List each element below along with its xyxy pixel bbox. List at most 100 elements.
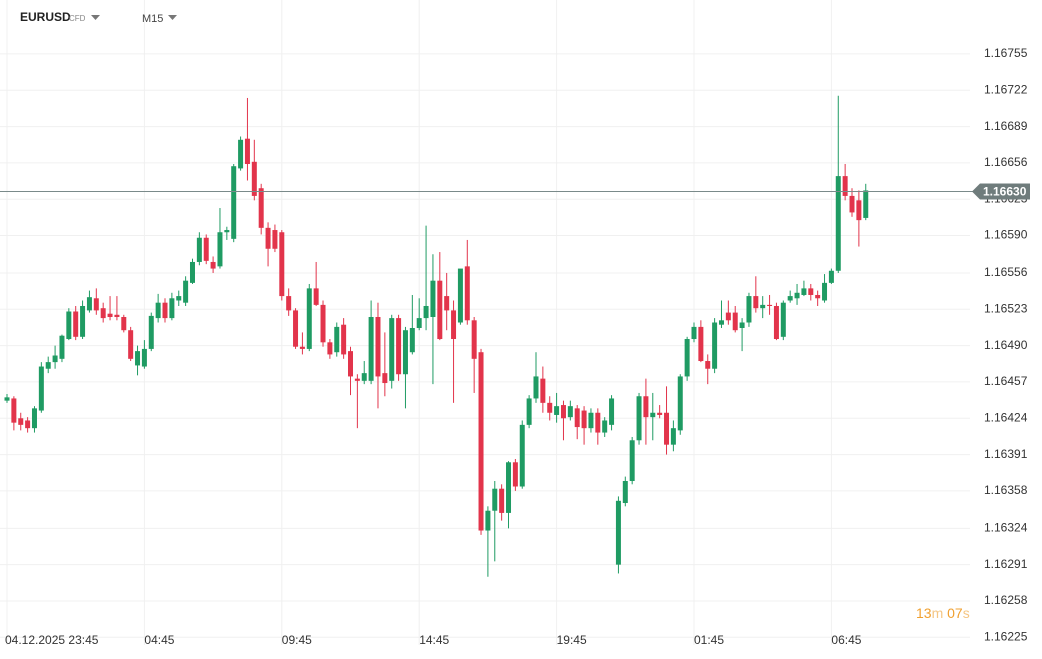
candle-body (231, 166, 237, 239)
candle-body (437, 280, 443, 340)
candle-body (334, 326, 340, 353)
y-tick-label: 1.16358 (984, 483, 1028, 497)
candle-body (485, 510, 491, 531)
countdown-unit: s (963, 605, 970, 621)
y-tick-label: 1.16490 (984, 338, 1028, 352)
candle-body (327, 342, 333, 355)
candle-body (725, 312, 731, 321)
candle-body (183, 280, 189, 303)
candle-body (773, 305, 779, 340)
candle-body (595, 412, 601, 433)
candle-body (368, 316, 374, 381)
candle-body (31, 408, 37, 429)
candle-body (210, 261, 216, 269)
candle-body (643, 396, 649, 418)
candle-body (93, 298, 99, 311)
candle-body (512, 462, 518, 487)
candle-body (506, 462, 512, 513)
candle-body (615, 500, 621, 565)
instrument-type: CFD (69, 14, 86, 23)
candle-body (636, 396, 642, 441)
y-tick-label: 1.16523 (984, 301, 1028, 315)
timeframe-dropdown[interactable] (168, 15, 177, 20)
candle-body (822, 282, 828, 301)
countdown-unit: m (932, 605, 948, 621)
candle-body (767, 304, 773, 306)
candle-body (162, 302, 168, 319)
candle-body (141, 348, 147, 367)
candle-body (478, 352, 484, 531)
candles (4, 95, 869, 577)
candle-body (609, 398, 615, 425)
candle-body (856, 200, 862, 221)
candle-body (451, 310, 457, 340)
candle-body (567, 406, 573, 418)
y-tick-label: 1.16424 (984, 410, 1028, 424)
candle-body (808, 288, 814, 295)
candle-body (348, 351, 353, 377)
countdown-digits: 13 (916, 605, 932, 621)
candle-body (499, 488, 505, 513)
symbol-dropdown[interactable] (91, 15, 100, 20)
candle-body (361, 373, 367, 381)
candle-body (196, 237, 202, 262)
candle-body (375, 316, 381, 377)
candle-body (519, 424, 525, 487)
candle-body (554, 406, 560, 415)
candle-body (780, 302, 786, 337)
candle-body (45, 362, 51, 369)
candle-body (52, 355, 58, 363)
timeframe[interactable]: M15 (142, 13, 163, 25)
candle-body (121, 316, 127, 331)
candle-body (471, 320, 477, 359)
x-tick-label: 09:45 (282, 633, 312, 647)
candle-body (258, 188, 264, 228)
candle-body (760, 304, 766, 309)
candle-body (176, 296, 182, 301)
symbol[interactable]: EURUSD (20, 10, 71, 24)
candle-body (244, 138, 250, 165)
candle-body (100, 308, 106, 319)
candle-body (299, 346, 305, 349)
y-tick-label: 1.16689 (984, 119, 1028, 133)
candle-body (705, 361, 711, 369)
y-tick-label: 1.16225 (984, 629, 1028, 643)
candle-body (155, 302, 161, 319)
candle-body (533, 376, 539, 399)
candle-body (402, 330, 408, 375)
candle-body (457, 268, 463, 323)
candle-body (842, 176, 848, 196)
candle-body (560, 405, 566, 419)
last-price-tag (972, 183, 1030, 200)
candle-body (80, 305, 86, 337)
candle-body (203, 237, 209, 261)
candle-body (382, 373, 388, 384)
candle-body (492, 488, 498, 511)
candle-body (698, 326, 704, 362)
candle-body (815, 294, 821, 299)
candle-body (691, 326, 697, 340)
candle-body (540, 378, 546, 403)
candle-body (677, 376, 683, 431)
candle-body (664, 412, 670, 445)
candle-body (650, 412, 656, 418)
candle-body (581, 410, 587, 429)
x-tick-label: 01:45 (694, 633, 724, 647)
candle-body (588, 412, 594, 429)
candle-body (732, 312, 738, 331)
candle-body (224, 230, 230, 233)
candle-body (712, 322, 718, 369)
x-tick-label: 14:45 (419, 633, 449, 647)
y-tick-label: 1.16291 (984, 557, 1028, 571)
candle-body (128, 330, 134, 359)
candle-body (279, 232, 285, 297)
candle-body (238, 139, 244, 169)
candle-body (59, 335, 65, 359)
candle-body (286, 296, 292, 311)
candle-body (251, 161, 257, 196)
x-tick-label: 04:45 (144, 633, 174, 647)
candle-body (354, 378, 360, 381)
candle-body (189, 261, 195, 283)
candle-body (423, 305, 429, 319)
candle-body (828, 270, 834, 283)
